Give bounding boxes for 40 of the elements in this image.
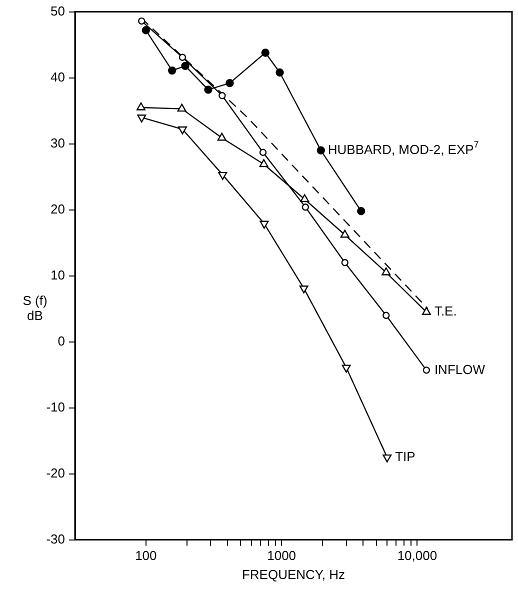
x-axis-title: FREQUENCY, Hz xyxy=(242,566,346,582)
y-tick-label: -20 xyxy=(46,465,65,480)
point xyxy=(342,364,351,373)
series-label: T.E. xyxy=(434,304,457,319)
y-tick-label: 50 xyxy=(50,3,65,18)
point xyxy=(340,230,350,238)
point xyxy=(260,220,269,229)
series-label: INFLOW xyxy=(434,362,486,377)
point xyxy=(341,259,348,266)
point xyxy=(178,126,187,134)
y-tick-label: 0 xyxy=(58,333,65,348)
point xyxy=(137,114,146,122)
x-tick-label: 10,000 xyxy=(397,548,438,564)
series-label: TIP xyxy=(395,448,416,464)
point xyxy=(382,454,392,462)
y-tick-label: 30 xyxy=(50,135,65,150)
point xyxy=(299,285,308,294)
y-tick-label: 40 xyxy=(50,69,65,84)
x-tick-label: 100 xyxy=(135,548,157,564)
point xyxy=(302,204,310,211)
point xyxy=(382,312,390,319)
point xyxy=(422,307,431,315)
x-tick-label: 1000 xyxy=(267,548,296,564)
y-tick-label: -30 xyxy=(46,531,65,546)
point xyxy=(259,148,267,156)
point xyxy=(178,54,186,61)
y-tick-label: -10 xyxy=(46,399,65,414)
point xyxy=(136,102,146,110)
y-tick-label: 10 xyxy=(50,267,65,282)
point xyxy=(177,104,186,112)
point xyxy=(382,267,391,276)
y-axis-title: S (f) dB xyxy=(22,292,48,323)
point xyxy=(422,366,430,374)
point xyxy=(138,17,146,25)
point xyxy=(218,92,226,100)
point xyxy=(300,194,310,202)
point xyxy=(259,159,268,168)
point xyxy=(217,132,226,141)
y-tick-label: 20 xyxy=(50,201,65,216)
point xyxy=(218,172,228,180)
